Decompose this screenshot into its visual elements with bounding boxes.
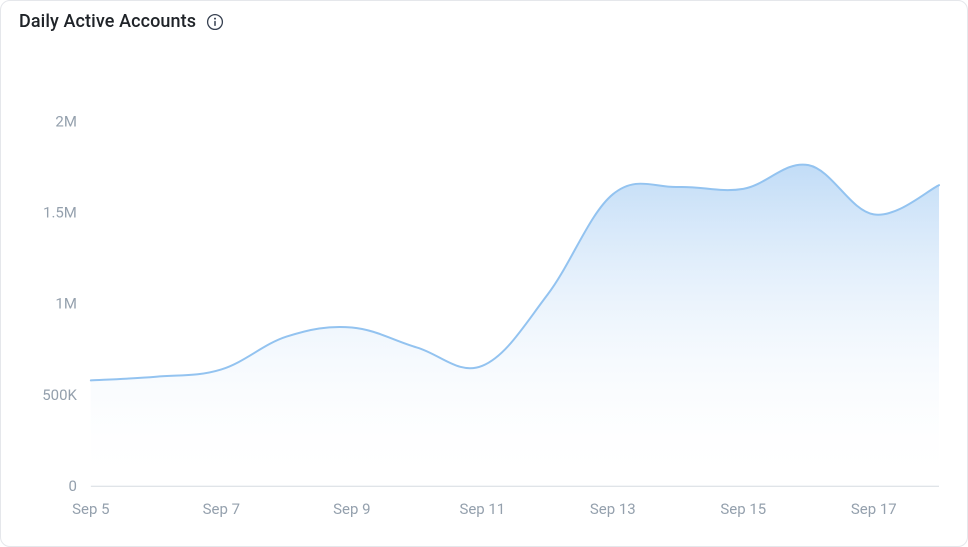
y-tick-label: 1M [55, 295, 76, 313]
x-tick-label: Sep 13 [590, 500, 636, 518]
x-axis: Sep 5 Sep 7 Sep 9 Sep 11 Sep 13 Sep 15 Sep 17 [72, 500, 896, 518]
card-title: Daily Active Accounts [19, 11, 196, 32]
x-tick-label: Sep 11 [459, 500, 505, 518]
y-tick-label: 1.5M [43, 204, 77, 222]
x-tick-label: Sep 5 [72, 500, 109, 518]
info-button[interactable] [206, 13, 224, 31]
y-tick-label: 2M [55, 112, 76, 130]
chart-container: 0 500K 1M 1.5M 2M Sep 5 Sep 7 Sep 9 Sep 11 Sep 1… [19, 51, 949, 532]
metrics-card: Daily Active Accounts 0 500K 1M 1.5M 2M Sep … [0, 0, 968, 547]
y-tick-label: 500K [42, 386, 77, 404]
x-tick-label: Sep 15 [720, 500, 766, 518]
y-axis: 0 500K 1M 1.5M 2M [42, 112, 77, 495]
info-icon [206, 13, 224, 31]
x-tick-label: Sep 9 [333, 500, 370, 518]
area-chart: 0 500K 1M 1.5M 2M Sep 5 Sep 7 Sep 9 Sep 11 Sep 1… [19, 51, 949, 532]
y-tick-label: 0 [68, 477, 76, 495]
x-tick-label: Sep 17 [851, 500, 897, 518]
series-area [91, 165, 939, 487]
card-header: Daily Active Accounts [1, 1, 967, 36]
x-tick-label: Sep 7 [203, 500, 240, 518]
